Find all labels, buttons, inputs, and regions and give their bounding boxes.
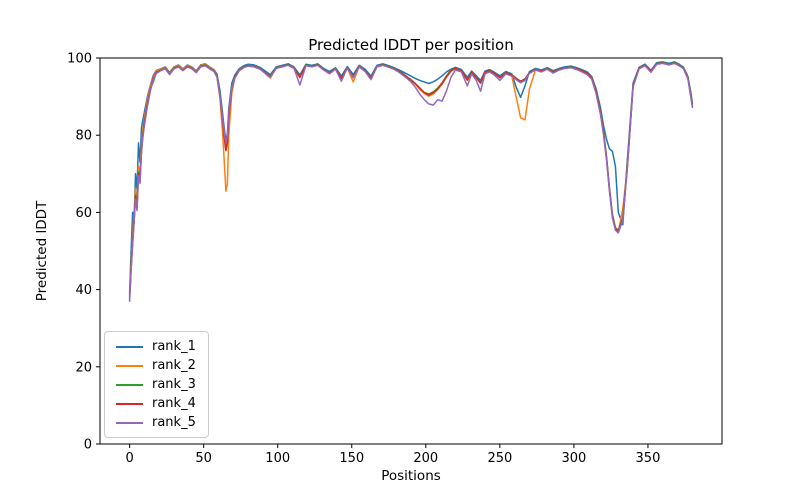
y-axis-label: Predicted lDDT bbox=[34, 200, 50, 302]
legend-line-sample-rank_5 bbox=[116, 421, 143, 424]
legend-line-sample-rank_1 bbox=[116, 345, 143, 348]
x-tick-label-350: 350 bbox=[636, 451, 661, 466]
x-tick-label-100: 100 bbox=[265, 451, 290, 466]
legend-label-rank_1: rank_1 bbox=[152, 339, 196, 354]
legend-label-rank_3: rank_3 bbox=[152, 377, 196, 392]
legend-line-sample-rank_3 bbox=[116, 383, 143, 386]
chart-title: Predicted lDDT per position bbox=[308, 36, 514, 54]
y-tick-label-40: 40 bbox=[75, 283, 92, 298]
x-tick-label-0: 0 bbox=[125, 451, 133, 466]
y-tick-label-100: 100 bbox=[67, 52, 92, 67]
series-line-rank_5 bbox=[128, 62, 694, 302]
x-axis-label: Positions bbox=[381, 468, 441, 484]
legend-label-rank_4: rank_4 bbox=[152, 396, 196, 411]
x-tick-label-250: 250 bbox=[487, 451, 512, 466]
x-tick-label-200: 200 bbox=[413, 451, 438, 466]
legend-label-rank_2: rank_2 bbox=[152, 358, 196, 373]
legend-line-sample-rank_2 bbox=[116, 364, 143, 367]
legend-item-rank_3: rank_3 bbox=[107, 375, 206, 394]
x-tick-label-300: 300 bbox=[561, 451, 586, 466]
legend-line-sample-rank_4 bbox=[116, 402, 143, 405]
legend: rank_1 rank_2 rank_3 rank_4 rank_5 bbox=[104, 331, 209, 438]
y-tick-label-60: 60 bbox=[75, 206, 92, 221]
legend-item-rank_4: rank_4 bbox=[107, 394, 206, 413]
axes-frame bbox=[99, 57, 723, 445]
y-tick-label-20: 20 bbox=[75, 360, 92, 375]
x-tick-label-50: 50 bbox=[195, 451, 212, 466]
y-tick-label-80: 80 bbox=[75, 129, 92, 144]
legend-label-rank_5: rank_5 bbox=[152, 415, 196, 430]
legend-item-rank_2: rank_2 bbox=[107, 356, 206, 375]
y-tick-label-0: 0 bbox=[84, 438, 92, 453]
x-tick-label-150: 150 bbox=[339, 451, 364, 466]
legend-item-rank_5: rank_5 bbox=[107, 413, 206, 432]
legend-item-rank_1: rank_1 bbox=[107, 337, 206, 356]
